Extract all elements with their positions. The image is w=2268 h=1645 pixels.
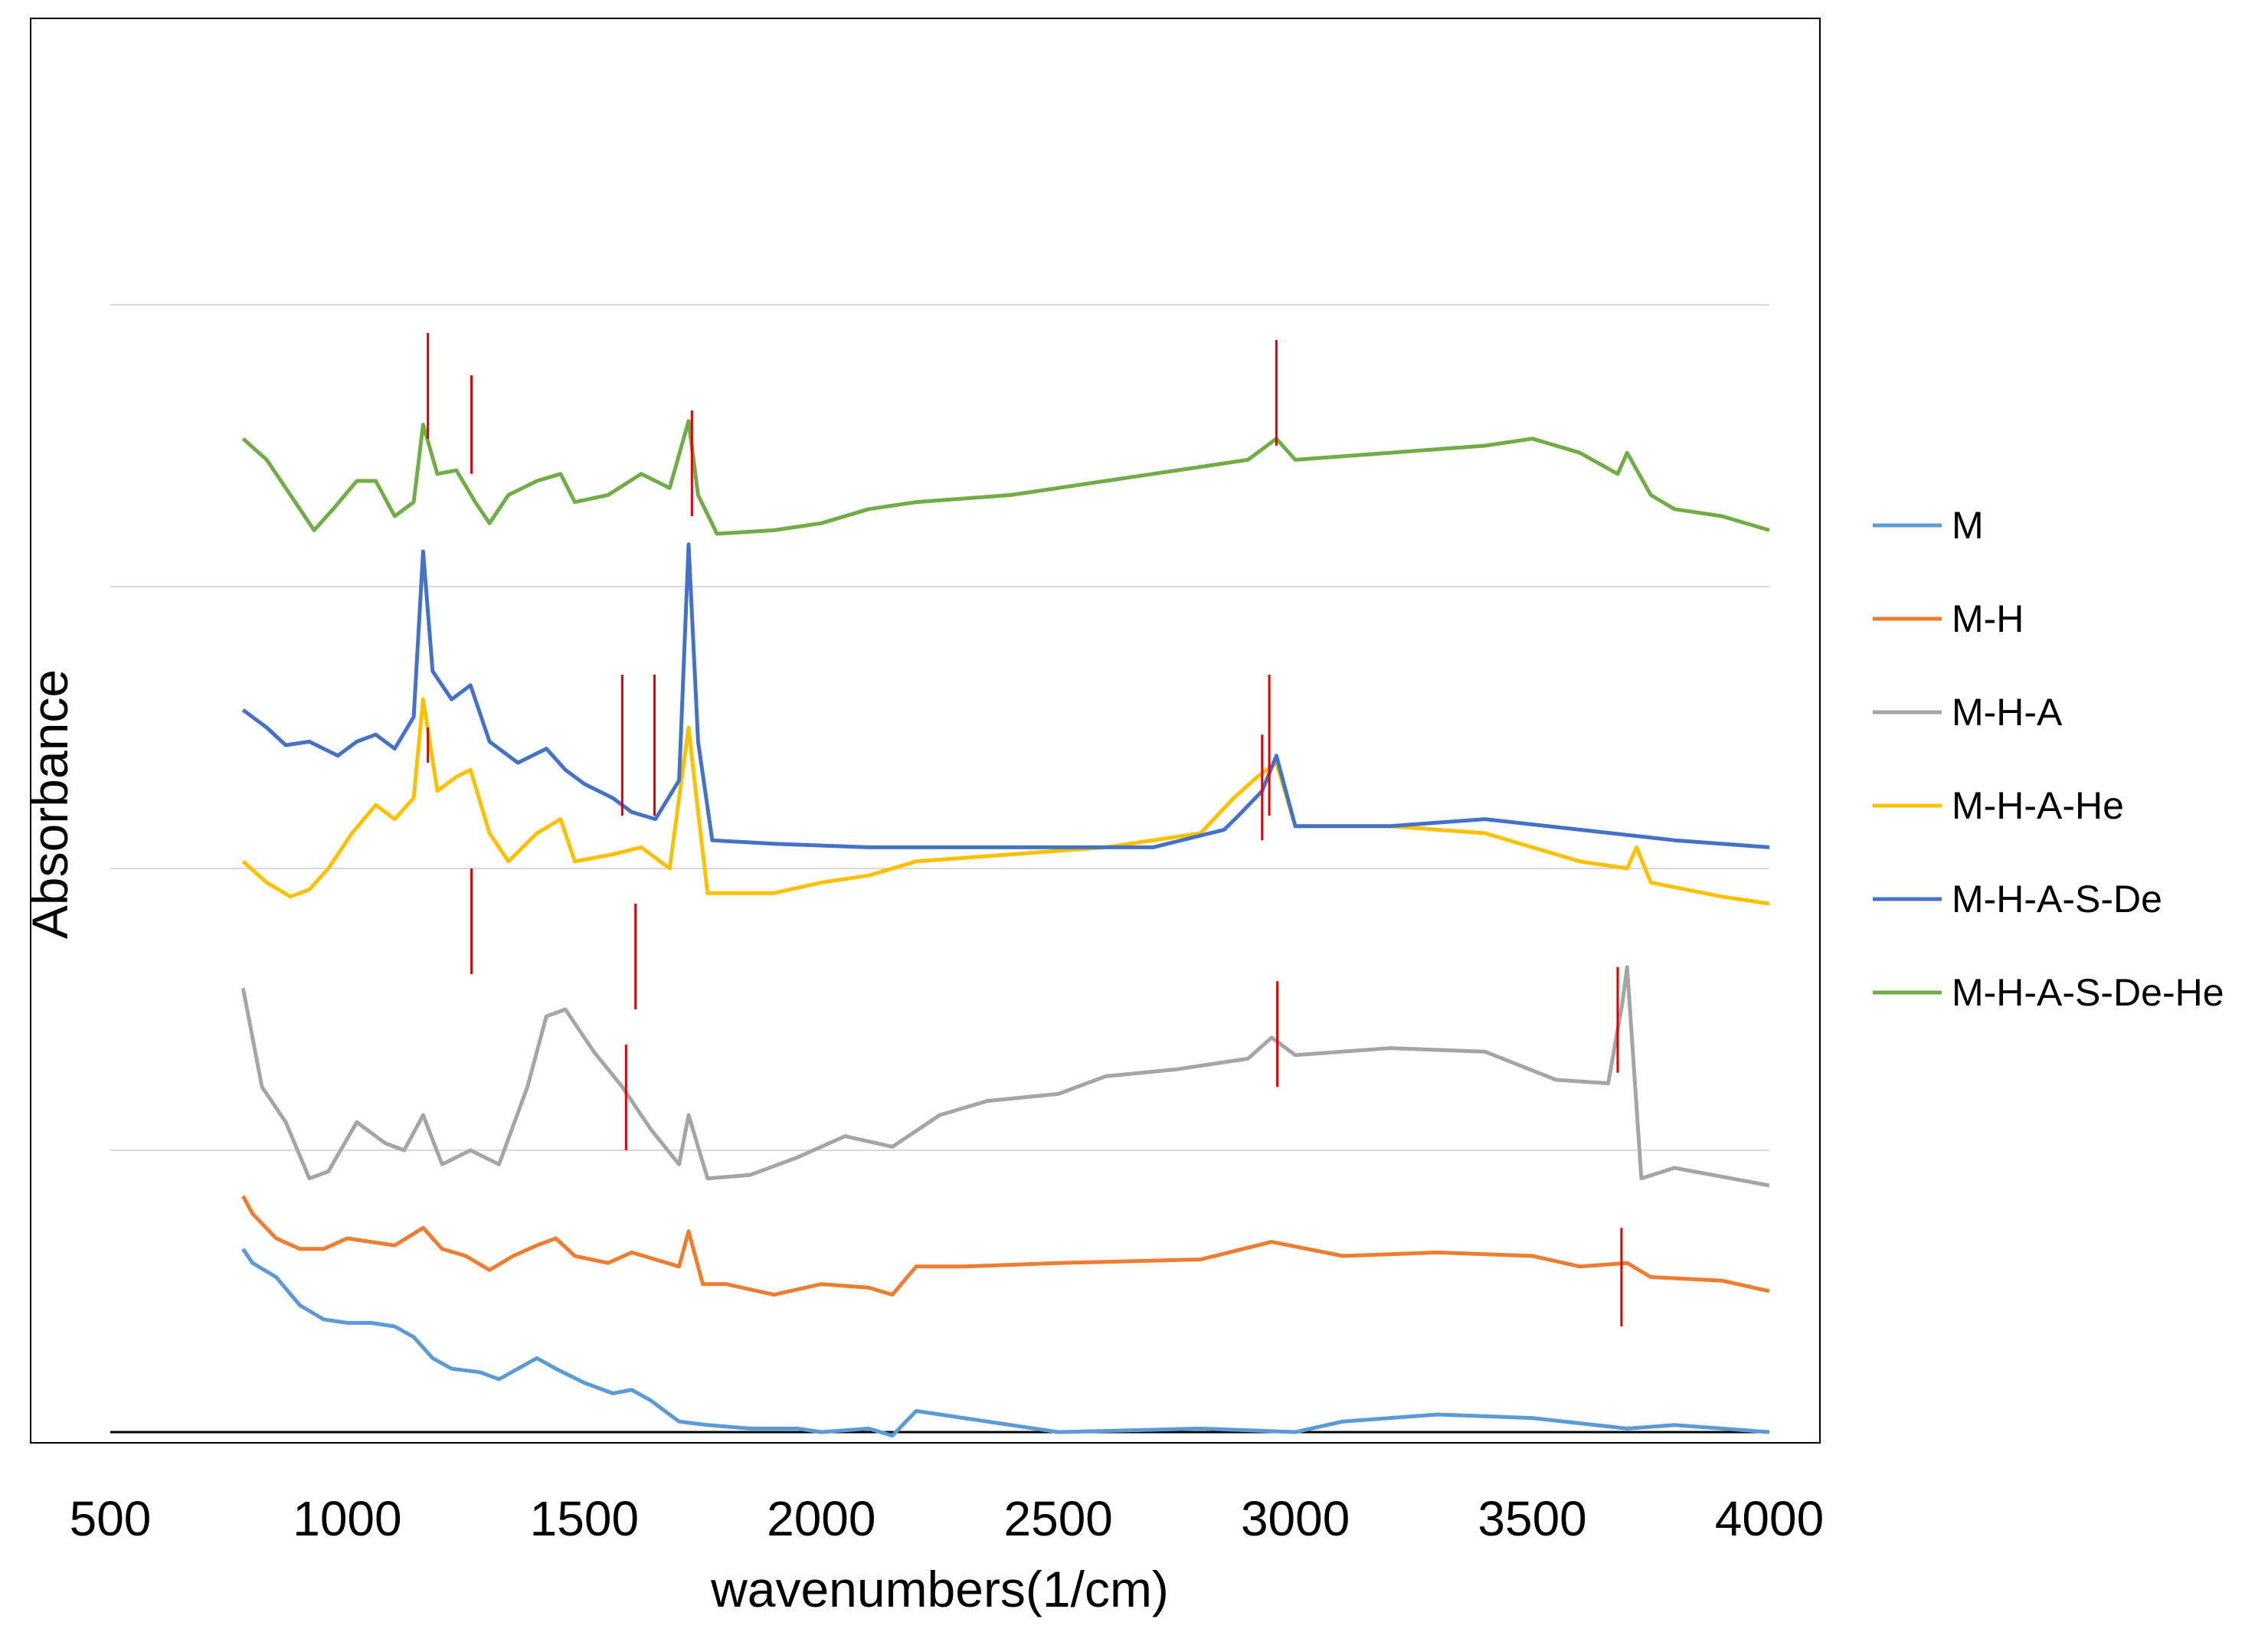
legend-label: M-H — [1952, 597, 2024, 640]
legend-item-m-h-a-s-de: M-H-A-S-De — [1873, 878, 2162, 921]
series-lines — [241, 419, 1770, 1438]
y-axis-title: Absorbance — [21, 669, 78, 939]
series-line-m-h-a-s-de — [241, 542, 1770, 849]
x-tick-label-4000: 4000 — [1715, 1491, 1824, 1546]
legend-item-m-h-a: M-H-A — [1873, 691, 2063, 734]
x-tick-label-3500: 3500 — [1478, 1491, 1586, 1546]
x-tick-label-3000: 3000 — [1241, 1491, 1350, 1546]
legend-label: M-H-A-He — [1952, 784, 2124, 827]
legend: M M-H M-H-A M-H-A-He M-H-A-S-De M-H-A-S-De-He — [1873, 504, 2224, 1014]
legend-label: M-H-A-S-De — [1952, 878, 2162, 921]
x-tick-label-1500: 1500 — [530, 1491, 639, 1546]
series-line-m-h-a — [241, 965, 1770, 1188]
x-tick-label-1000: 1000 — [293, 1491, 401, 1546]
x-tick-label-500: 500 — [70, 1491, 152, 1546]
legend-label: M — [1952, 504, 1984, 547]
series-line-m — [241, 1248, 1770, 1438]
legend-item-m: M — [1873, 504, 1984, 547]
legend-item-m-h: M-H — [1873, 597, 2024, 640]
legend-item-m-h-a-he: M-H-A-He — [1873, 784, 2124, 827]
legend-label: M-H-A — [1952, 691, 2063, 734]
legend-label: M-H-A-S-De-He — [1952, 971, 2224, 1014]
series-line-m-h — [241, 1195, 1770, 1297]
x-axis-title: wavenumbers(1/cm) — [710, 1561, 1169, 1617]
x-tick-label-2500: 2500 — [1004, 1491, 1113, 1546]
gridlines — [110, 304, 1769, 1151]
x-tick-label-2000: 2000 — [767, 1491, 875, 1546]
chart-outer-border — [30, 18, 1821, 1444]
series-line-m-h-a-s-de-he — [241, 419, 1770, 536]
red-marker-lines — [427, 332, 1623, 1326]
x-tick-labels: 500 1000 1500 2000 2500 3000 3500 4000 — [70, 1491, 1825, 1546]
legend-item-m-h-a-s-de-he: M-H-A-S-De-He — [1873, 971, 2224, 1014]
